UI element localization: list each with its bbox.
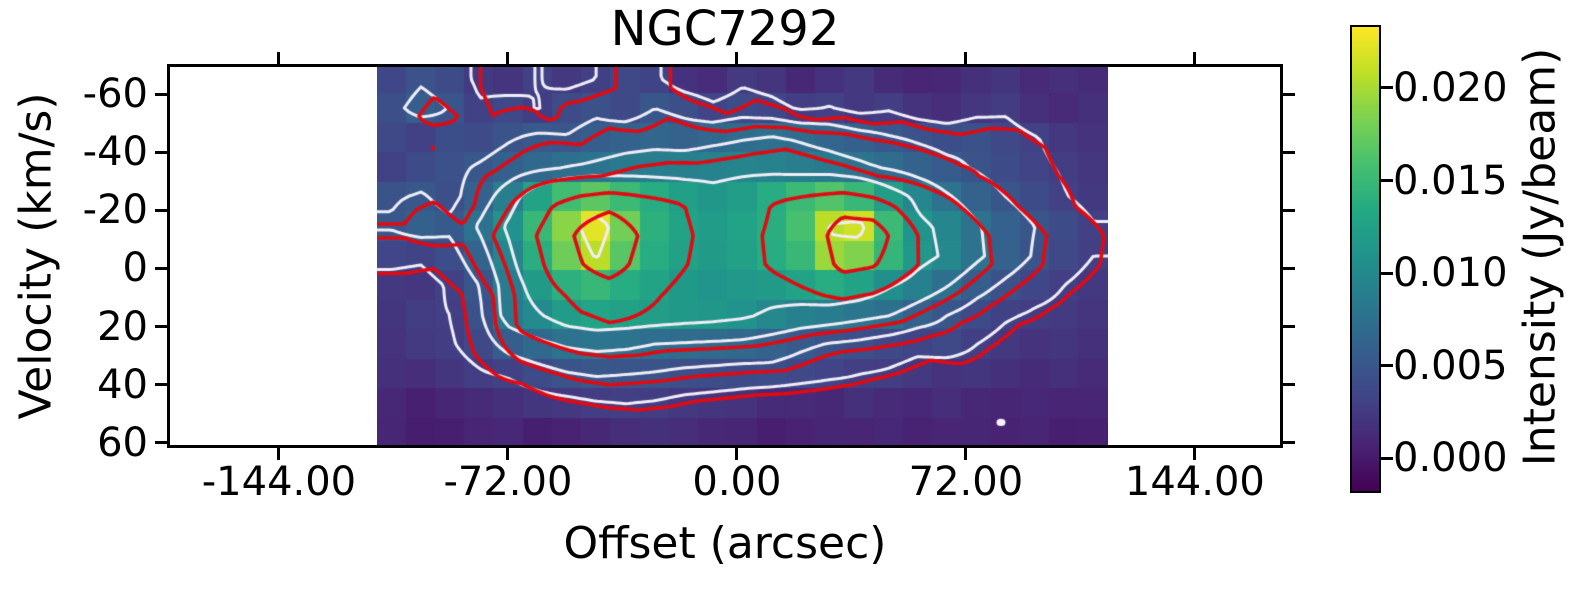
y-tick-right	[1283, 266, 1295, 270]
x-tick-top	[964, 52, 968, 64]
y-tick-left	[155, 383, 167, 387]
y-tick-left	[155, 208, 167, 212]
y-tick-label: -20	[82, 187, 148, 234]
colorbar-tick-label: 0.010	[1393, 250, 1508, 297]
colorbar-tick	[1381, 271, 1393, 275]
plot-axes-box	[167, 64, 1283, 448]
colorbar-tick-label: 0.000	[1393, 435, 1508, 482]
y-tick-label: 0	[122, 245, 148, 292]
x-tick-top	[1193, 52, 1197, 64]
plot-title: NGC7292	[610, 1, 840, 57]
y-tick-label: 60	[97, 419, 148, 466]
y-tick-right	[1283, 325, 1295, 329]
colorbar	[1350, 25, 1381, 493]
x-axis-label: Offset (arcsec)	[563, 518, 887, 569]
x-tick-bottom	[964, 448, 968, 460]
y-tick-left	[155, 92, 167, 96]
x-tick-top	[735, 52, 739, 64]
pv-heatmap-canvas	[377, 64, 1108, 448]
y-axis-label: Velocity (km/s)	[10, 92, 62, 420]
x-tick-bottom	[1193, 448, 1197, 460]
colorbar-tick	[1381, 456, 1393, 460]
y-tick-right	[1283, 208, 1295, 212]
x-tick-label: 0.00	[692, 459, 782, 505]
colorbar-label: Intensity (Jy/beam)	[1514, 47, 1566, 467]
x-tick-bottom	[506, 448, 510, 460]
x-tick-label: -144.00	[201, 459, 357, 505]
x-tick-label: 72.00	[908, 459, 1024, 505]
colorbar-tick-label: 0.020	[1393, 64, 1508, 111]
y-tick-label: 40	[97, 361, 148, 408]
colorbar-tick-label: 0.015	[1393, 157, 1508, 204]
y-tick-left	[155, 325, 167, 329]
y-tick-label: -60	[82, 71, 148, 118]
y-tick-label: 20	[97, 303, 148, 350]
x-tick-bottom	[735, 448, 739, 460]
y-tick-left	[155, 150, 167, 154]
colorbar-tick	[1381, 86, 1393, 90]
y-tick-left	[155, 441, 167, 445]
y-tick-right	[1283, 383, 1295, 387]
colorbar-tick-label: 0.005	[1393, 342, 1508, 389]
colorbar-tick	[1381, 179, 1393, 183]
x-tick-top	[277, 52, 281, 64]
y-tick-right	[1283, 92, 1295, 96]
x-tick-label: 144.00	[1124, 459, 1265, 505]
y-tick-label: -40	[82, 129, 148, 176]
y-tick-left	[155, 266, 167, 270]
colorbar-tick	[1381, 364, 1393, 368]
x-tick-top	[506, 52, 510, 64]
x-tick-bottom	[277, 448, 281, 460]
y-tick-right	[1283, 150, 1295, 154]
x-tick-label: -72.00	[443, 459, 573, 505]
y-tick-right	[1283, 441, 1295, 445]
